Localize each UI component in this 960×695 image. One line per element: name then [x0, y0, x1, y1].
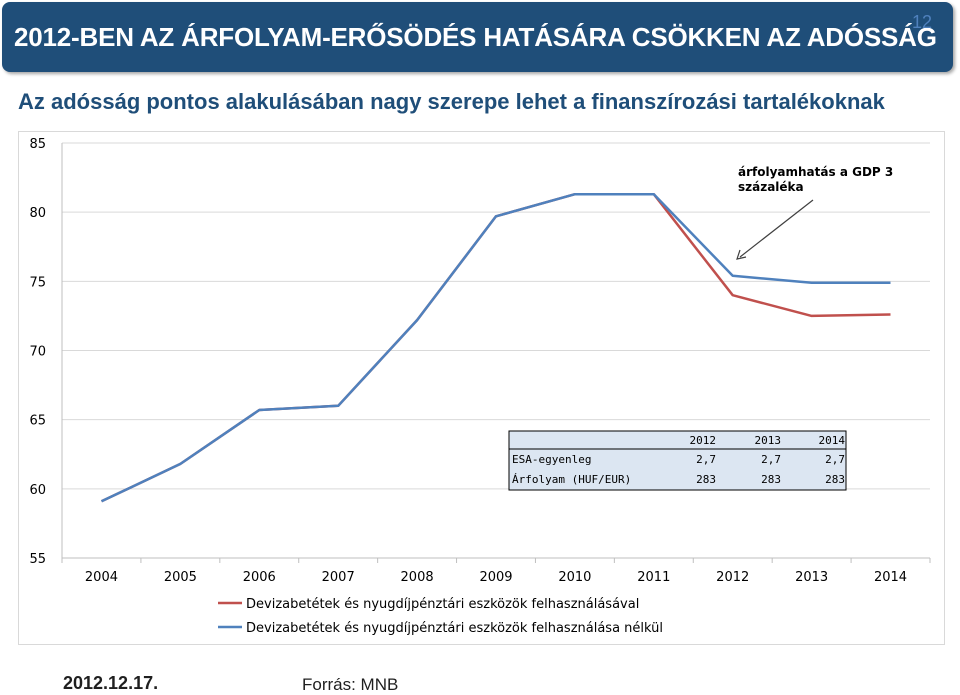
y-tick-label: 55 [29, 552, 46, 567]
table-cell: 283 [825, 473, 845, 486]
footer-source: Forrás: MNB [302, 675, 399, 694]
annotation-line-1: árfolyamhatás a GDP 3 [738, 165, 893, 179]
series-line-2 [100, 192, 891, 503]
slide-title: 2012-BEN AZ ÁRFOLYAM-ERŐSÖDÉS HATÁSÁRA C… [14, 22, 937, 52]
table-cell: 283 [696, 473, 716, 486]
x-tick-label: 2005 [164, 570, 197, 585]
chart-frame [18, 131, 945, 645]
table-row-label: ESA-egyenleg [512, 453, 591, 466]
title-bar: 2012-BEN AZ ÁRFOLYAM-ERŐSÖDÉS HATÁSÁRA C… [2, 2, 953, 72]
table-cell: 283 [761, 473, 781, 486]
x-tick-label: 2004 [85, 570, 118, 585]
legend-label-2: Devizabetétek és nyugdíjpénztári eszközö… [246, 621, 663, 636]
footer-date: 2012.12.17. [63, 673, 159, 693]
x-tick-label: 2011 [637, 570, 670, 585]
x-tick-label: 2008 [401, 570, 434, 585]
annotation-arrow [739, 199, 814, 258]
page-number: 12 [912, 12, 933, 32]
y-tick-label: 60 [29, 483, 46, 498]
x-tick-label: 2007 [322, 570, 355, 585]
inset-table: 2012 2013 2014 ESA-egyenleg 2,7 2,7 2,7 … [508, 430, 847, 491]
y-tick-label: 85 [29, 137, 46, 152]
annotation: árfolyamhatás a GDP 3 százaléka [736, 165, 893, 260]
x-tick-label: 2014 [874, 570, 907, 585]
table-header-2014: 2014 [819, 434, 846, 447]
x-tick-label: 2012 [716, 570, 749, 585]
x-tick-label: 2006 [243, 570, 276, 585]
y-tick-label: 80 [29, 206, 46, 221]
x-tick-label: 2013 [795, 570, 828, 585]
table-cell: 2,7 [696, 453, 716, 466]
y-tick-label: 75 [29, 275, 46, 290]
legend-label-1: Devizabetétek és nyugdíjpénztári eszközö… [246, 597, 639, 612]
y-tick-label: 65 [29, 414, 46, 429]
annotation-line-2: százaléka [738, 180, 804, 194]
y-tick-label: 70 [29, 345, 46, 360]
x-tick-label: 2010 [558, 570, 591, 585]
slide-subtitle: Az adósság pontos alakulásában nagy szer… [18, 89, 885, 114]
annotation-arrowhead [736, 249, 747, 260]
x-tick-label: 2009 [479, 570, 512, 585]
series-lines [100, 192, 891, 503]
table-header-2013: 2013 [755, 434, 782, 447]
gridlines [62, 142, 930, 559]
table-header-2012: 2012 [690, 434, 717, 447]
axes: 55 60 65 70 75 80 85 2004 2005 2006 2007 2008 2009 20… [29, 137, 931, 585]
legend: Devizabetétek és nyugdíjpénztári eszközö… [218, 597, 663, 636]
table-row-label: Árfolyam (HUF/EUR) [512, 473, 631, 486]
table-cell: 2,7 [825, 453, 845, 466]
table-cell: 2,7 [761, 453, 781, 466]
inset-table-background [508, 430, 847, 491]
